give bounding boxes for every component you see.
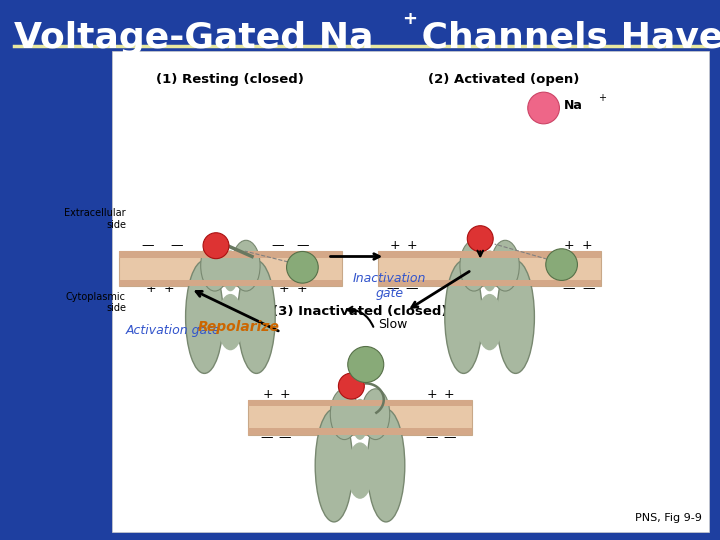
Text: Extracellular
side: Extracellular side [64,208,126,230]
Text: —: — [271,239,284,252]
Text: Cytoplasmic
side: Cytoplasmic side [66,292,126,313]
Text: +: + [427,388,437,401]
Text: —: — [405,282,418,295]
Text: +: + [564,239,574,252]
Text: —: — [386,282,399,295]
Text: Channels Have Three States: Channels Have Three States [409,21,720,55]
Text: +: + [444,388,454,401]
FancyBboxPatch shape [119,280,342,286]
Text: —: — [278,431,291,444]
Ellipse shape [528,92,559,124]
Text: +: + [407,239,417,252]
Text: —: — [141,239,154,252]
Text: (3) Inactivated (closed): (3) Inactivated (closed) [272,305,448,318]
Ellipse shape [477,294,503,350]
Text: —: — [444,431,456,444]
Ellipse shape [546,249,577,280]
Text: +: + [390,239,400,252]
Text: +: + [280,388,290,401]
Text: +: + [297,282,307,295]
Ellipse shape [481,251,498,292]
Text: —: — [296,239,309,252]
FancyBboxPatch shape [248,400,472,435]
Text: +: + [263,388,273,401]
FancyBboxPatch shape [378,280,601,286]
Ellipse shape [330,389,359,440]
Ellipse shape [367,409,405,522]
Ellipse shape [203,233,229,259]
Ellipse shape [497,261,534,374]
Ellipse shape [491,240,519,291]
Text: —: — [260,431,273,444]
Ellipse shape [347,442,373,499]
Text: Repolarize: Repolarize [198,320,280,334]
Ellipse shape [238,261,275,374]
Text: PNS, Fig 9-9: PNS, Fig 9-9 [635,514,702,523]
Text: +: + [164,282,174,295]
FancyBboxPatch shape [119,251,342,286]
FancyBboxPatch shape [378,251,601,286]
Ellipse shape [351,399,369,440]
Text: —: — [426,431,438,444]
Ellipse shape [467,226,493,252]
Ellipse shape [348,347,384,382]
Ellipse shape [222,251,239,292]
Text: Voltage-Gated Na: Voltage-Gated Na [14,21,374,55]
Text: (1) Resting (closed): (1) Resting (closed) [156,73,305,86]
Ellipse shape [338,373,364,399]
FancyBboxPatch shape [248,400,472,406]
FancyBboxPatch shape [119,251,342,258]
Ellipse shape [445,261,482,374]
Ellipse shape [186,261,223,374]
Text: Inactivation
gate: Inactivation gate [353,272,426,300]
FancyBboxPatch shape [248,428,472,435]
Text: Na: Na [564,99,582,112]
Ellipse shape [315,409,353,522]
Ellipse shape [287,252,318,283]
Text: —: — [562,282,575,295]
Text: —: — [170,239,183,252]
FancyBboxPatch shape [378,251,601,258]
Text: Activation gate: Activation gate [126,324,221,337]
Ellipse shape [217,294,243,350]
Text: —: — [582,282,595,295]
Text: +: + [402,10,417,28]
Ellipse shape [361,389,390,440]
Ellipse shape [232,240,260,291]
Text: (2) Activated (open): (2) Activated (open) [428,73,580,86]
Ellipse shape [460,240,488,291]
Text: +: + [146,282,156,295]
Text: +: + [598,93,606,103]
Ellipse shape [201,240,229,291]
Text: Slow: Slow [378,318,408,330]
Text: +: + [279,282,289,295]
Text: +: + [582,239,592,252]
FancyBboxPatch shape [112,51,709,532]
